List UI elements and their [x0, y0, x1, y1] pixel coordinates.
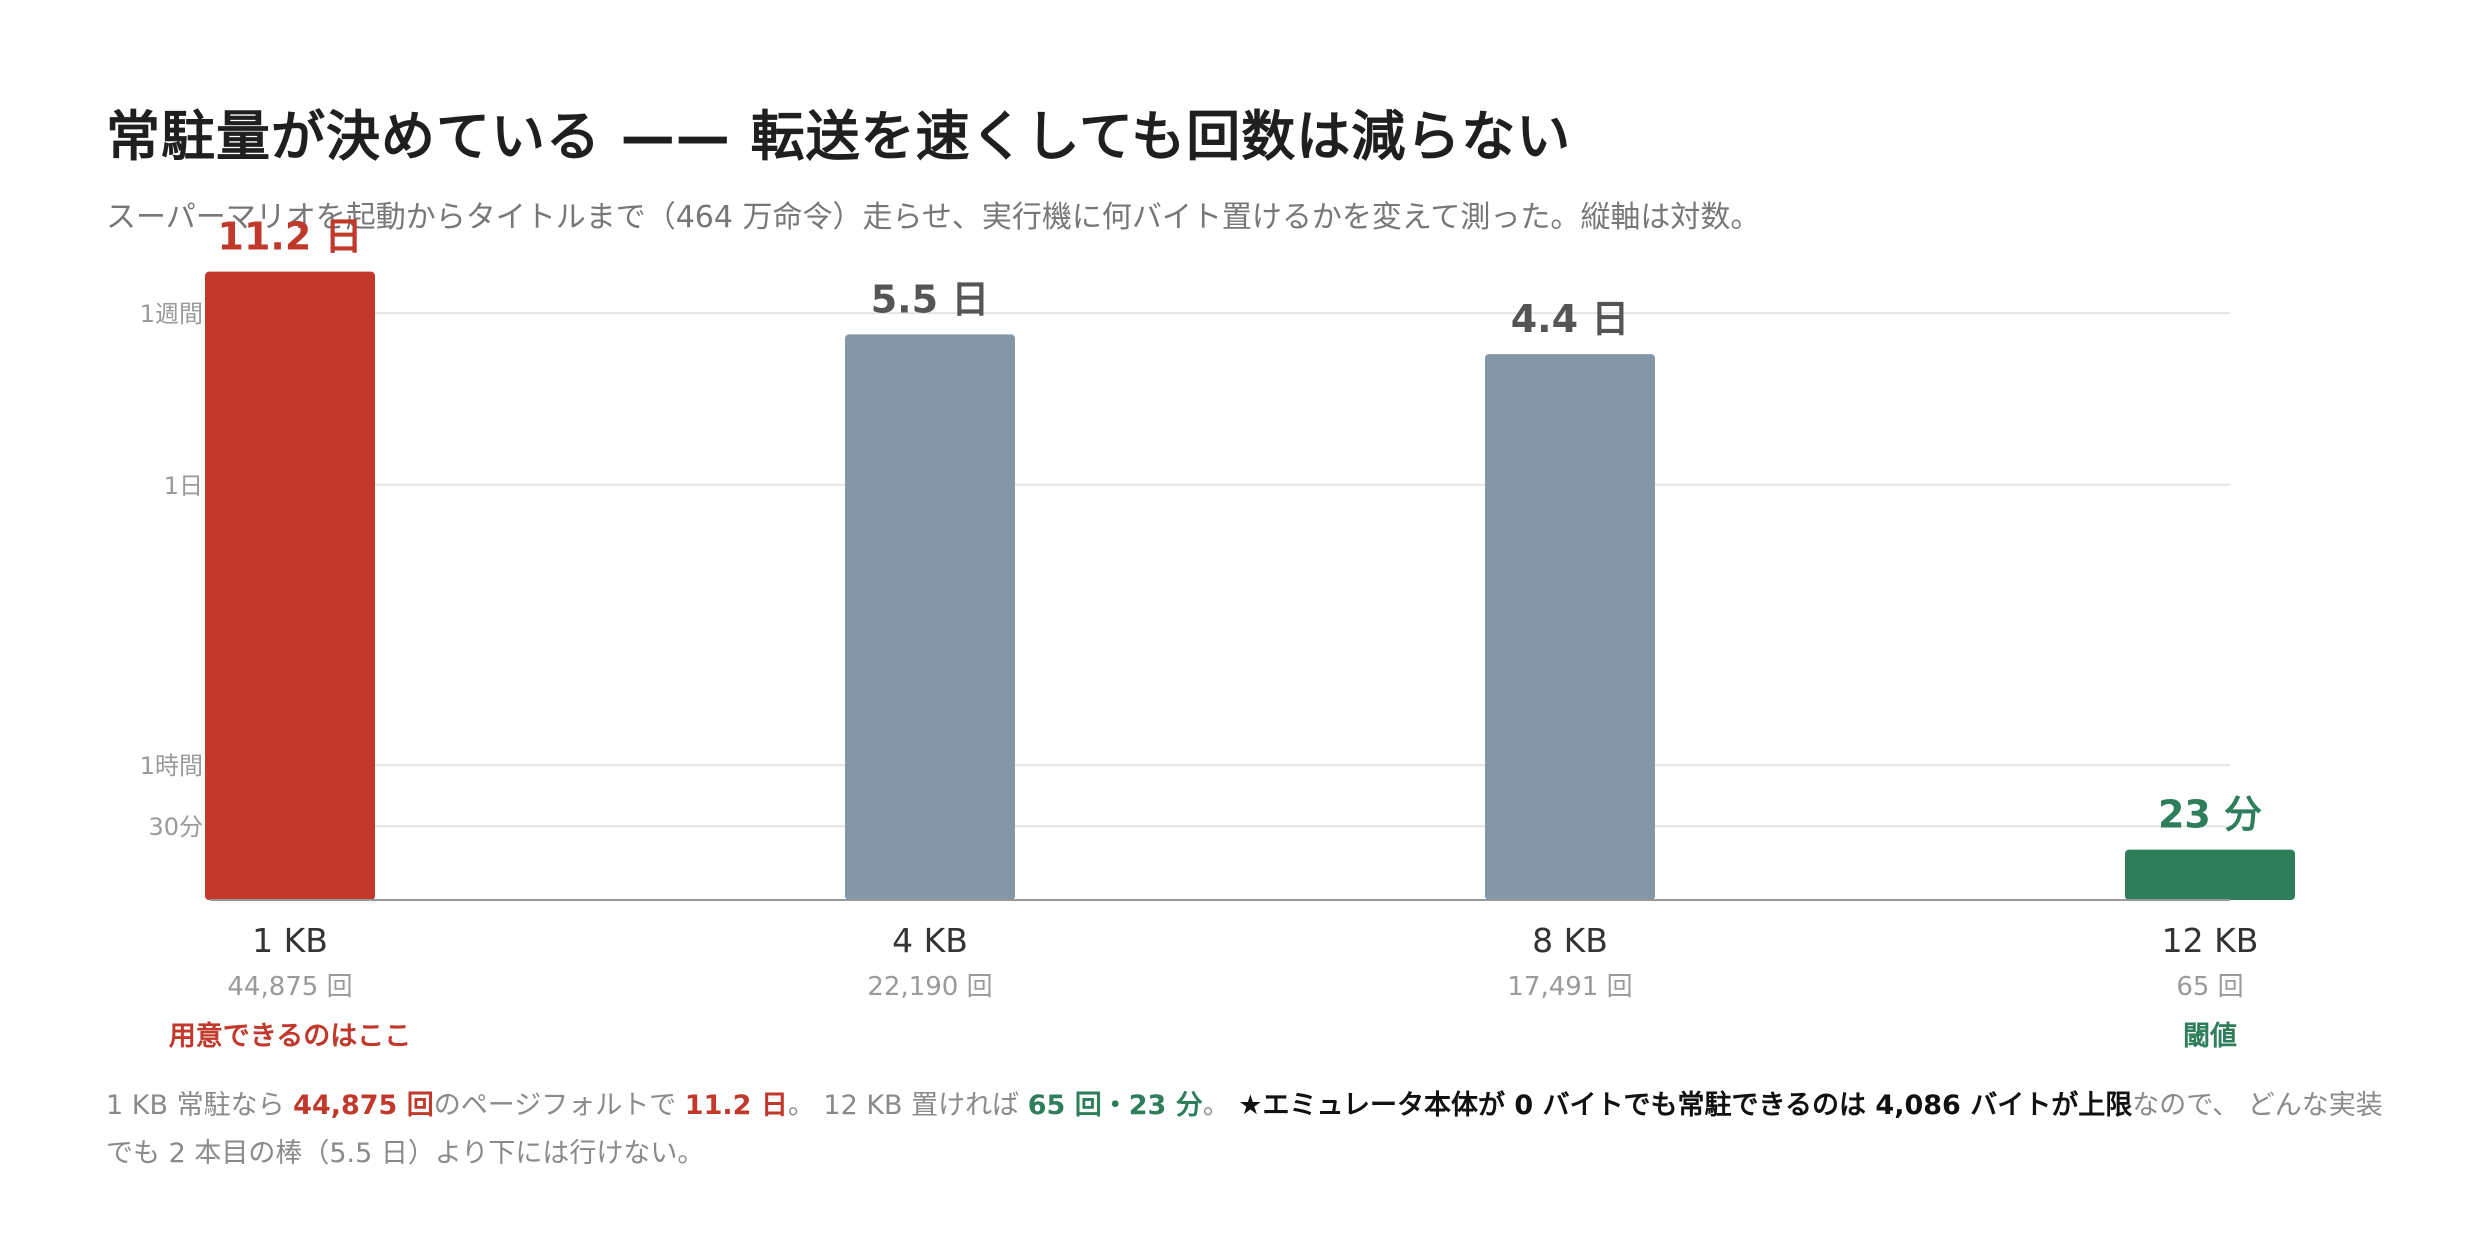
- bar-count-label-1: 22,190 回: [867, 972, 992, 1002]
- x-category-label-2: 8 KB: [1532, 921, 1608, 960]
- bar-note-0: 用意できるのはここ: [169, 1020, 411, 1052]
- bar-value-label-1: 5.5 日: [871, 277, 990, 321]
- bar-value-label-2: 4.4 日: [1511, 297, 1630, 341]
- bar-2: [1485, 354, 1655, 900]
- x-category-label-3: 12 KB: [2162, 921, 2259, 960]
- bar-value-label-0: 11.2 日: [218, 215, 363, 259]
- bar-value-label-3: 23 分: [2158, 793, 2262, 837]
- bar-note-3: 閾値: [2183, 1021, 2237, 1052]
- bar-1: [845, 334, 1015, 901]
- x-category-label-0: 1 KB: [252, 921, 328, 960]
- footnote: 1 KB 常駐なら 44,875 回のページフォルトで 11.2 日。 12 K…: [106, 1082, 2406, 1178]
- bar-0: [205, 271, 375, 900]
- bar-count-label-2: 17,491 回: [1507, 972, 1632, 1002]
- page-subtitle: スーパーマリオを起動からタイトルまで（464 万命令）走らせ、実行機に何バイト置…: [106, 200, 1761, 235]
- footnote-text-2: のページフォルトで: [433, 1090, 685, 1121]
- y-tick-label-0: 30分: [148, 813, 203, 841]
- bar-count-label-3: 65 回: [2176, 972, 2243, 1002]
- footnote-result-12kb: 65 回・23 分: [1027, 1090, 1203, 1121]
- y-tick-label-3: 1週間: [140, 300, 203, 328]
- footnote-fault-count: 44,875 回: [293, 1090, 434, 1121]
- footnote-text-5: なので、 どんな実装でも 2 本目の棒（5.5 日）より下には行けない。: [106, 1090, 2383, 1169]
- bar-count-label-0: 44,875 回: [227, 972, 352, 1002]
- y-tick-label-2: 1日: [164, 472, 203, 500]
- bar-3: [2125, 849, 2295, 900]
- footnote-emphasis: ★エミュレータ本体が 0 バイトでも常駐できるのは 4,086 バイトが上限: [1238, 1090, 2133, 1121]
- footnote-text-3: 。 12 KB 置ければ: [787, 1090, 1028, 1121]
- x-category-label-1: 4 KB: [892, 921, 968, 960]
- page-title: 常駐量が決めている —— 転送を速くしても回数は減らない: [106, 105, 1572, 168]
- footnote-duration-1kb: 11.2 日: [684, 1090, 788, 1121]
- footnote-text-1: 1 KB 常駐なら: [106, 1090, 294, 1121]
- footnote-text-4: 。: [1202, 1090, 1239, 1121]
- y-tick-label-1: 1時間: [140, 752, 203, 780]
